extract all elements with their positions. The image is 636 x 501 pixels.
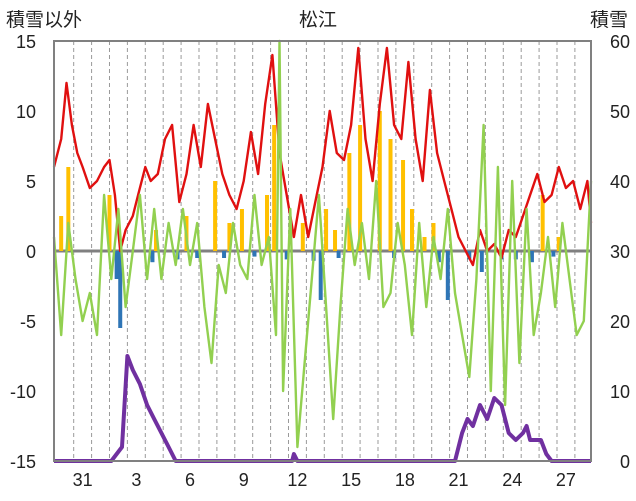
bar-positive bbox=[410, 209, 414, 251]
bar-positive bbox=[401, 160, 406, 251]
right-y-ticks: 60 50 40 30 20 10 0 bbox=[610, 32, 630, 472]
bar-negative bbox=[445, 251, 450, 300]
bar-positive bbox=[422, 237, 427, 251]
right-tick-label: 50 bbox=[610, 102, 630, 122]
x-tick-label: 18 bbox=[395, 470, 415, 490]
bar-positive bbox=[239, 209, 244, 251]
bar-positive bbox=[227, 223, 232, 251]
bar-positive bbox=[377, 111, 382, 251]
right-tick-label: 40 bbox=[610, 172, 630, 192]
right-axis-label: 積雪 bbox=[590, 9, 628, 31]
x-tick-label: 31 bbox=[73, 470, 93, 490]
bar-negative bbox=[479, 251, 484, 272]
bar-positive bbox=[358, 125, 363, 251]
left-tick-label: -15 bbox=[10, 452, 36, 472]
bar-negative bbox=[114, 251, 119, 279]
left-tick-label: -10 bbox=[10, 382, 36, 402]
right-tick-label: 30 bbox=[610, 242, 630, 262]
left-tick-label: 0 bbox=[26, 242, 36, 262]
bar-positive bbox=[59, 216, 64, 251]
bar-positive bbox=[540, 195, 545, 251]
bar-positive bbox=[107, 195, 112, 251]
bar-negative bbox=[336, 251, 341, 258]
bar-negative bbox=[118, 251, 123, 328]
bar-negative bbox=[529, 251, 534, 263]
bar-positive bbox=[333, 230, 338, 251]
x-tick-label: 6 bbox=[185, 470, 195, 490]
x-tick-label: 9 bbox=[239, 470, 249, 490]
series-line-2 bbox=[54, 354, 591, 463]
bar-positive bbox=[154, 230, 159, 251]
left-tick-label: 15 bbox=[16, 32, 36, 52]
x-tick-label: 3 bbox=[131, 470, 141, 490]
right-tick-label: 20 bbox=[610, 312, 630, 332]
plot-frame bbox=[53, 40, 592, 462]
bar-negative bbox=[551, 251, 556, 257]
x-tick-label: 21 bbox=[449, 470, 469, 490]
bar-positive bbox=[347, 153, 352, 251]
bar-positive bbox=[265, 195, 270, 251]
left-y-ticks: 15 10 5 0 -5 -10 -15 bbox=[10, 32, 36, 472]
x-tick-label: 27 bbox=[556, 470, 576, 490]
right-tick-label: 60 bbox=[610, 32, 630, 52]
bar-series bbox=[59, 111, 561, 328]
left-axis-label: 積雪以外 bbox=[6, 9, 82, 31]
series-line-1 bbox=[52, 39, 593, 449]
x-tick-label: 15 bbox=[341, 470, 361, 490]
bar-negative bbox=[195, 251, 200, 258]
bar-negative bbox=[150, 251, 155, 263]
x-ticks: 31 3 6 9 12 15 18 21 24 27 bbox=[73, 470, 576, 490]
bar-positive bbox=[213, 181, 218, 251]
bar-negative bbox=[284, 251, 289, 260]
bar-negative bbox=[318, 251, 323, 300]
left-tick-label: 5 bbox=[26, 172, 36, 192]
bar-negative bbox=[436, 251, 441, 263]
bar-positive bbox=[66, 167, 71, 251]
right-tick-label: 10 bbox=[610, 382, 630, 402]
line-series bbox=[52, 39, 593, 463]
left-tick-label: -5 bbox=[20, 312, 36, 332]
x-tick-label: 12 bbox=[287, 470, 307, 490]
bar-negative bbox=[467, 251, 472, 260]
bar-positive bbox=[388, 139, 393, 251]
bar-positive bbox=[556, 237, 561, 251]
bar-negative bbox=[252, 251, 257, 257]
bar-positive bbox=[324, 209, 329, 251]
left-tick-label: 10 bbox=[16, 102, 36, 122]
bar-positive bbox=[272, 125, 277, 251]
bar-positive bbox=[300, 223, 305, 251]
right-tick-label: 0 bbox=[620, 452, 630, 472]
chart-title: 松江 bbox=[299, 9, 337, 31]
bar-negative bbox=[222, 251, 227, 258]
x-tick-label: 24 bbox=[502, 470, 522, 490]
